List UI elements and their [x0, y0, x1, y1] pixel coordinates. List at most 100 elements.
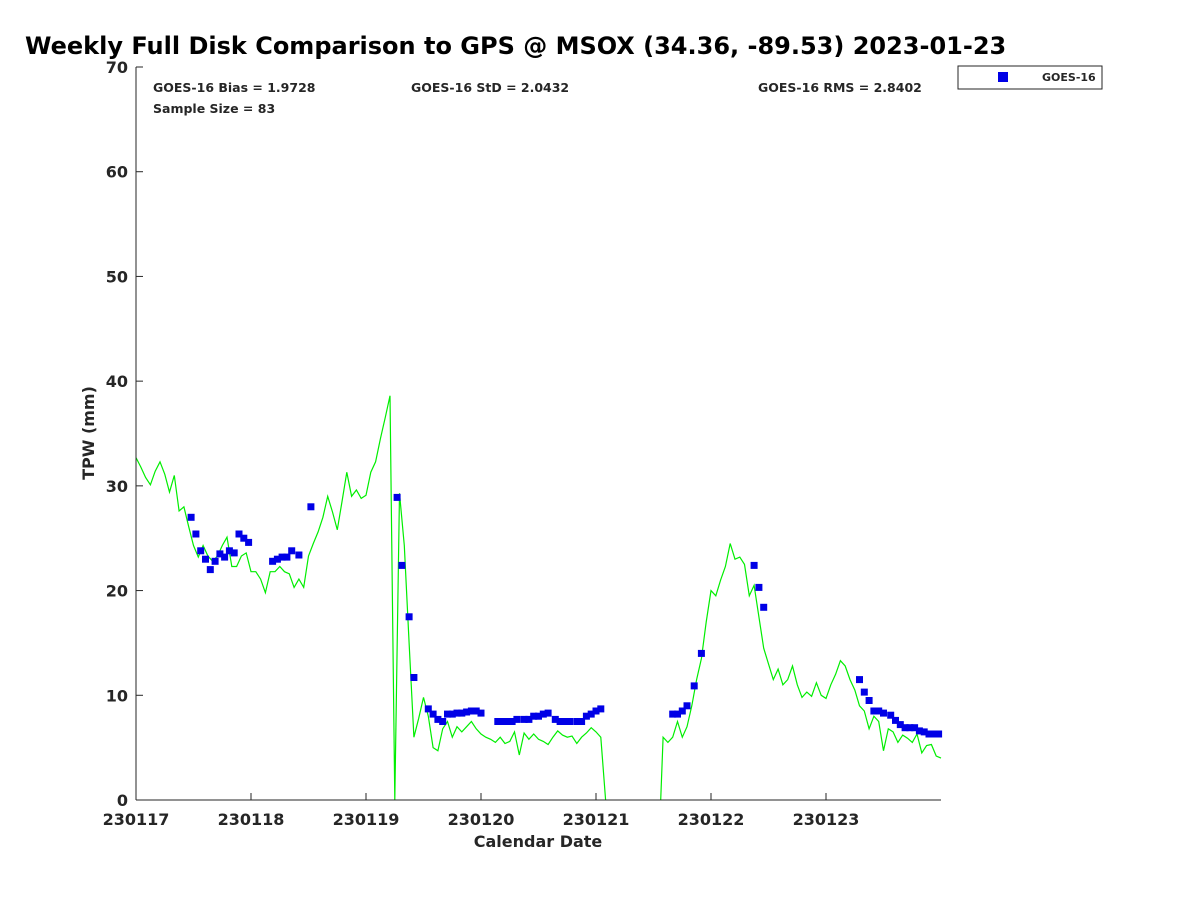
goes16-point	[221, 553, 229, 561]
goes16-point	[192, 530, 200, 538]
goes16-point	[597, 705, 605, 713]
goes16-point	[434, 715, 442, 723]
goes16-point	[269, 557, 277, 565]
goes16-point	[508, 718, 516, 725]
goes16-point	[202, 555, 209, 563]
goes16-point	[935, 730, 943, 738]
goes16-point	[750, 561, 758, 569]
statistics-annotations: GOES-16 Bias = 1.9728 GOES-16 StD = 2.04…	[153, 80, 922, 116]
goes16-point	[690, 682, 698, 690]
goes16-point	[755, 583, 763, 591]
x-tick-label: 230118	[218, 810, 285, 829]
y-tick-label: 20	[106, 582, 128, 601]
goes16-point	[307, 503, 315, 511]
gps-tpw-line-series	[135, 395, 942, 801]
goes16-point	[930, 730, 938, 738]
goes16-point	[513, 715, 521, 723]
y-tick-label: 0	[117, 791, 128, 810]
goes16-point	[669, 710, 677, 718]
goes16-point	[429, 710, 437, 718]
goes16-point	[472, 707, 480, 715]
goes16-point	[760, 603, 768, 611]
goes16-point	[582, 712, 590, 720]
goes16-point	[405, 613, 413, 621]
goes16-point	[467, 707, 475, 715]
y-tick-label: 60	[106, 163, 128, 182]
goes16-point	[530, 712, 538, 720]
goes16-point	[860, 688, 868, 696]
x-axis-label: Calendar Date	[474, 832, 603, 851]
goes16-point	[539, 710, 547, 718]
goes16-point	[697, 649, 705, 657]
y-tick-label: 50	[106, 267, 128, 286]
goes16-point	[573, 718, 581, 725]
goes16-point	[295, 551, 303, 559]
goes16-point	[230, 549, 238, 557]
legend-label-goes16: GOES-16	[1042, 71, 1096, 84]
legend: GOES-16	[957, 65, 1103, 90]
goes16-point	[592, 707, 600, 715]
goes16-point	[887, 711, 895, 719]
x-tick-label: 230120	[448, 810, 515, 829]
goes16-point	[463, 708, 471, 716]
axes: 0 10 20 30 40 50 60 70 230117 230118 230119 230120…	[103, 58, 941, 829]
goes16-point	[444, 710, 451, 718]
y-tick-label: 30	[106, 477, 128, 496]
goes16-point	[240, 534, 248, 542]
goes16-point	[187, 513, 195, 521]
goes16-point	[225, 547, 233, 555]
goes16-point	[393, 493, 401, 501]
legend-marker-goes16	[998, 72, 1008, 82]
goes16-point	[235, 530, 243, 538]
goes16-point	[278, 553, 286, 561]
goes16-point	[674, 710, 681, 718]
goes16-point	[544, 709, 552, 717]
goes16-point	[216, 550, 224, 558]
y-tick-label: 40	[106, 372, 128, 391]
y-tick-label: 10	[106, 686, 128, 705]
goes16-point	[856, 676, 863, 684]
goes16-point	[448, 710, 456, 718]
goes16-point	[535, 712, 542, 720]
goes16-point	[206, 566, 214, 574]
goes16-point	[925, 730, 933, 738]
goes16-point	[551, 715, 559, 723]
goes16-point	[880, 709, 887, 717]
goes16-point	[870, 707, 878, 715]
goes16-point	[197, 547, 205, 555]
goes16-point	[906, 724, 914, 732]
goes16-point	[439, 718, 447, 725]
goes16-point	[683, 702, 691, 710]
gps-tpw-line	[660, 543, 942, 801]
x-tick-label: 230119	[333, 810, 400, 829]
goes16-point	[587, 710, 595, 718]
goes16-point	[561, 718, 569, 725]
goes16-point	[494, 718, 502, 725]
sample-size-annotation: Sample Size = 83	[153, 101, 275, 116]
goes16-point	[865, 697, 873, 704]
y-axis-ticks: 0 10 20 30 40 50 60 70	[106, 58, 143, 810]
x-tick-label: 230117	[103, 810, 170, 829]
goes16-point	[477, 709, 485, 717]
std-annotation: GOES-16 StD = 2.0432	[411, 80, 569, 95]
goes16-point	[283, 553, 291, 561]
x-tick-label: 230123	[793, 810, 860, 829]
goes16-point	[566, 718, 574, 725]
goes16-point	[875, 707, 883, 715]
goes16-point	[915, 727, 923, 735]
plot-area	[135, 395, 943, 801]
goes16-point	[288, 547, 296, 555]
x-tick-label: 230121	[563, 810, 630, 829]
chart-title: Weekly Full Disk Comparison to GPS @ MSO…	[25, 32, 1006, 60]
gps-tpw-line	[135, 395, 607, 801]
legend-box	[957, 65, 1103, 90]
goes16-point	[273, 555, 281, 563]
goes16-point	[525, 715, 533, 723]
goes16-point	[920, 728, 928, 736]
goes16-point	[458, 709, 466, 717]
goes16-scatter-series	[187, 493, 943, 738]
x-axis-ticks: 230117 230118 230119 230120 230121 230122 2301…	[103, 793, 860, 829]
goes16-point	[398, 561, 406, 569]
goes16-point	[896, 721, 904, 729]
